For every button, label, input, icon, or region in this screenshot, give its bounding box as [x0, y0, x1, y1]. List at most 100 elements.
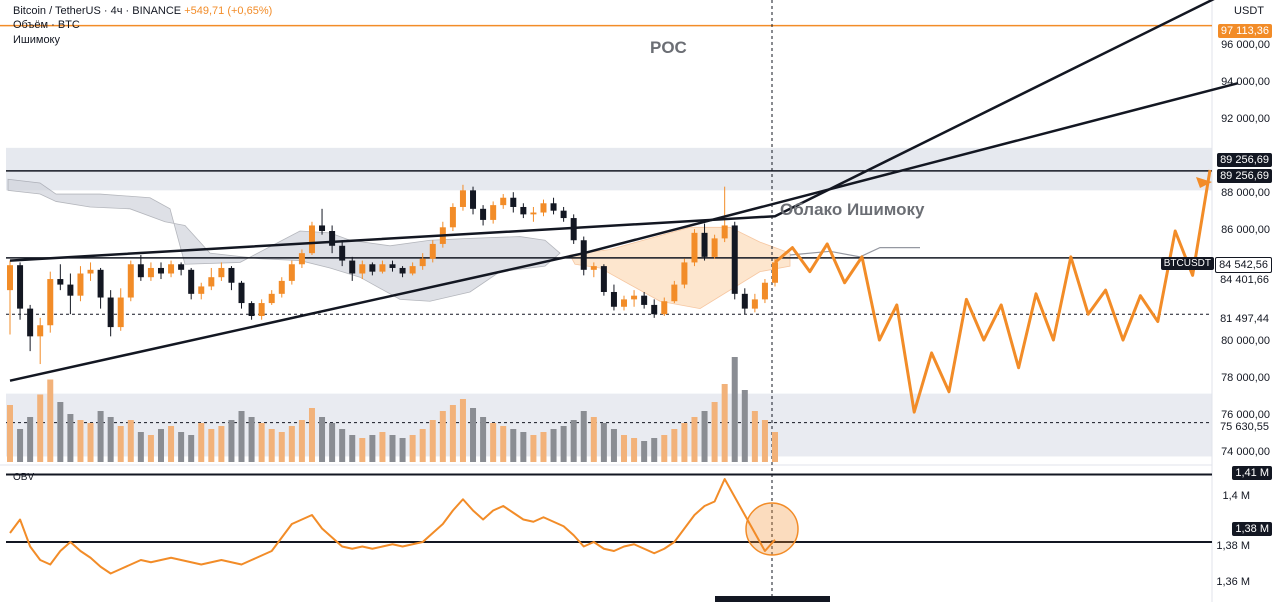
volume-bar — [7, 405, 13, 462]
volume-bar — [701, 411, 708, 462]
candle-body — [329, 231, 336, 246]
volume-bar — [168, 426, 175, 462]
volume-bar — [651, 438, 658, 462]
candle-body — [540, 203, 547, 213]
candle-body — [339, 245, 346, 261]
candle-body — [560, 210, 567, 219]
channel-lower — [9, 81, 1239, 382]
volume-bar — [218, 426, 225, 462]
candle-body — [449, 206, 456, 228]
volume-legend: Объём · BTC — [13, 19, 80, 31]
volume-bar — [67, 414, 74, 462]
symbol-title: Bitcoin / TetherUS · 4ч · BINANCE — [13, 5, 182, 17]
volume-bar — [288, 426, 295, 462]
volume-bar — [480, 417, 487, 462]
volume-bar — [641, 441, 648, 462]
candle-body — [772, 262, 778, 283]
candle-body — [580, 240, 587, 270]
volume-bar — [198, 423, 205, 462]
volume-bar — [97, 411, 104, 462]
y-axis-tick: 80 000,00 — [1221, 334, 1270, 347]
volume-bar — [87, 423, 94, 462]
candle-body — [17, 265, 24, 309]
volume-bar — [57, 402, 64, 462]
candle-body — [208, 277, 215, 287]
cloud-annotation: Облако Ишимоку — [780, 200, 925, 219]
volume-bar — [178, 432, 185, 462]
candle-body — [268, 293, 275, 304]
price-tag-a: 89 256,69 — [1217, 153, 1272, 167]
volume-bar — [389, 435, 396, 462]
volume-bar — [500, 426, 507, 462]
candle-body — [651, 304, 658, 315]
price-tag-last: 84 542,56 — [1215, 257, 1272, 273]
volume-bar — [751, 411, 758, 462]
candle-body — [570, 218, 577, 241]
candle-body — [379, 264, 386, 272]
volume-bar — [319, 417, 326, 462]
candle-body — [218, 267, 225, 278]
volume-bar — [530, 435, 537, 462]
volume-bar — [731, 357, 738, 462]
poc-annotation: POC — [650, 38, 687, 57]
candle-body — [500, 197, 507, 206]
price-tag-e: 75 630,55 — [1217, 420, 1272, 434]
volume-bar — [610, 429, 617, 462]
candle-body — [761, 282, 768, 300]
volume-bar — [570, 420, 577, 462]
volume-bar — [258, 423, 265, 462]
candle-body — [228, 267, 235, 283]
volume-bar — [147, 435, 154, 462]
volume-bar — [490, 423, 497, 462]
candle-body — [731, 225, 738, 294]
volume-bar — [590, 417, 597, 462]
obv-label: OBV — [13, 472, 35, 483]
candle-body — [157, 267, 164, 274]
candle-body — [389, 264, 396, 268]
volume-bar — [248, 417, 255, 462]
volume-bar — [278, 432, 285, 462]
volume-bar — [621, 435, 628, 462]
candle-body — [590, 266, 597, 270]
candle-body — [47, 279, 54, 326]
volume-bar — [379, 432, 386, 462]
y-axis-tick: 76 000,00 — [1221, 408, 1270, 421]
candle-body — [77, 273, 84, 296]
candle-body — [701, 232, 708, 257]
volume-bar — [157, 429, 164, 462]
candle-body — [7, 265, 13, 291]
volume-bar — [761, 420, 768, 462]
candle-body — [107, 297, 114, 328]
candle-body — [510, 197, 517, 207]
candle-body — [631, 295, 638, 300]
obv-line — [9, 478, 776, 575]
candle-body — [429, 243, 436, 259]
candle-body — [319, 225, 326, 231]
volume-bar — [711, 402, 718, 462]
obv-axis-tick: 1,38 M — [1216, 539, 1250, 552]
candle-body — [600, 266, 607, 292]
volume-bar — [329, 423, 336, 462]
candle-body — [419, 258, 426, 267]
candle-body — [57, 279, 64, 285]
poc-band — [6, 147, 1212, 191]
volume-bar — [580, 411, 587, 462]
volume-bar — [459, 399, 466, 462]
obv-tag-current: 1,38 M — [1232, 522, 1272, 536]
price-tag-c: 84 401,66 — [1217, 273, 1272, 287]
volume-bar — [17, 429, 24, 462]
price-tag-b: 89 256,69 — [1217, 169, 1272, 183]
price-tag-d: 81 497,44 — [1217, 312, 1272, 326]
candle-body — [671, 284, 678, 302]
candle-body — [288, 264, 295, 281]
volume-bar — [188, 435, 195, 462]
volume-bar — [419, 429, 426, 462]
volume-bar — [540, 432, 547, 462]
candle-body — [359, 264, 366, 274]
candle-body — [117, 297, 124, 328]
volume-bar — [339, 429, 346, 462]
candle-body — [691, 232, 698, 263]
obv-axis-tick: 1,36 M — [1216, 575, 1250, 588]
volume-bar — [691, 417, 698, 462]
